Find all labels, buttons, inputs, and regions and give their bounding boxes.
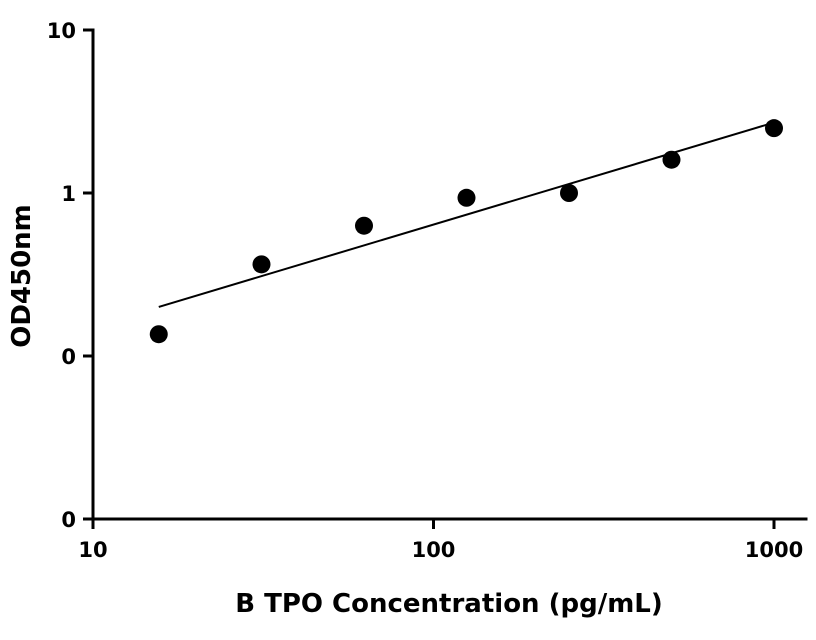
y-tick-label: 10 [47,19,76,43]
y-axis-ticks: 0 0 1 10 [47,19,93,532]
data-point [457,188,476,207]
x-tick-label: 100 [412,538,456,562]
x-tick-label: 1000 [745,538,803,562]
data-point [252,255,271,274]
data-point [765,119,783,138]
x-axis-title: B TPO Concentration (pg/mL) [235,589,663,619]
x-tick-label: 10 [78,538,107,562]
x-axis-ticks: 10 100 1000 [78,519,803,562]
plot-area [149,119,783,344]
data-point [559,184,578,202]
y-tick-label: 1 [61,182,76,206]
data-point [149,325,168,344]
y-axis-title: OD450nm [7,204,37,348]
fit-line [158,121,775,308]
data-point [662,150,681,169]
data-point [354,216,373,235]
y-tick-label: 0 [61,345,76,369]
y-tick-label: 0 [61,508,76,532]
